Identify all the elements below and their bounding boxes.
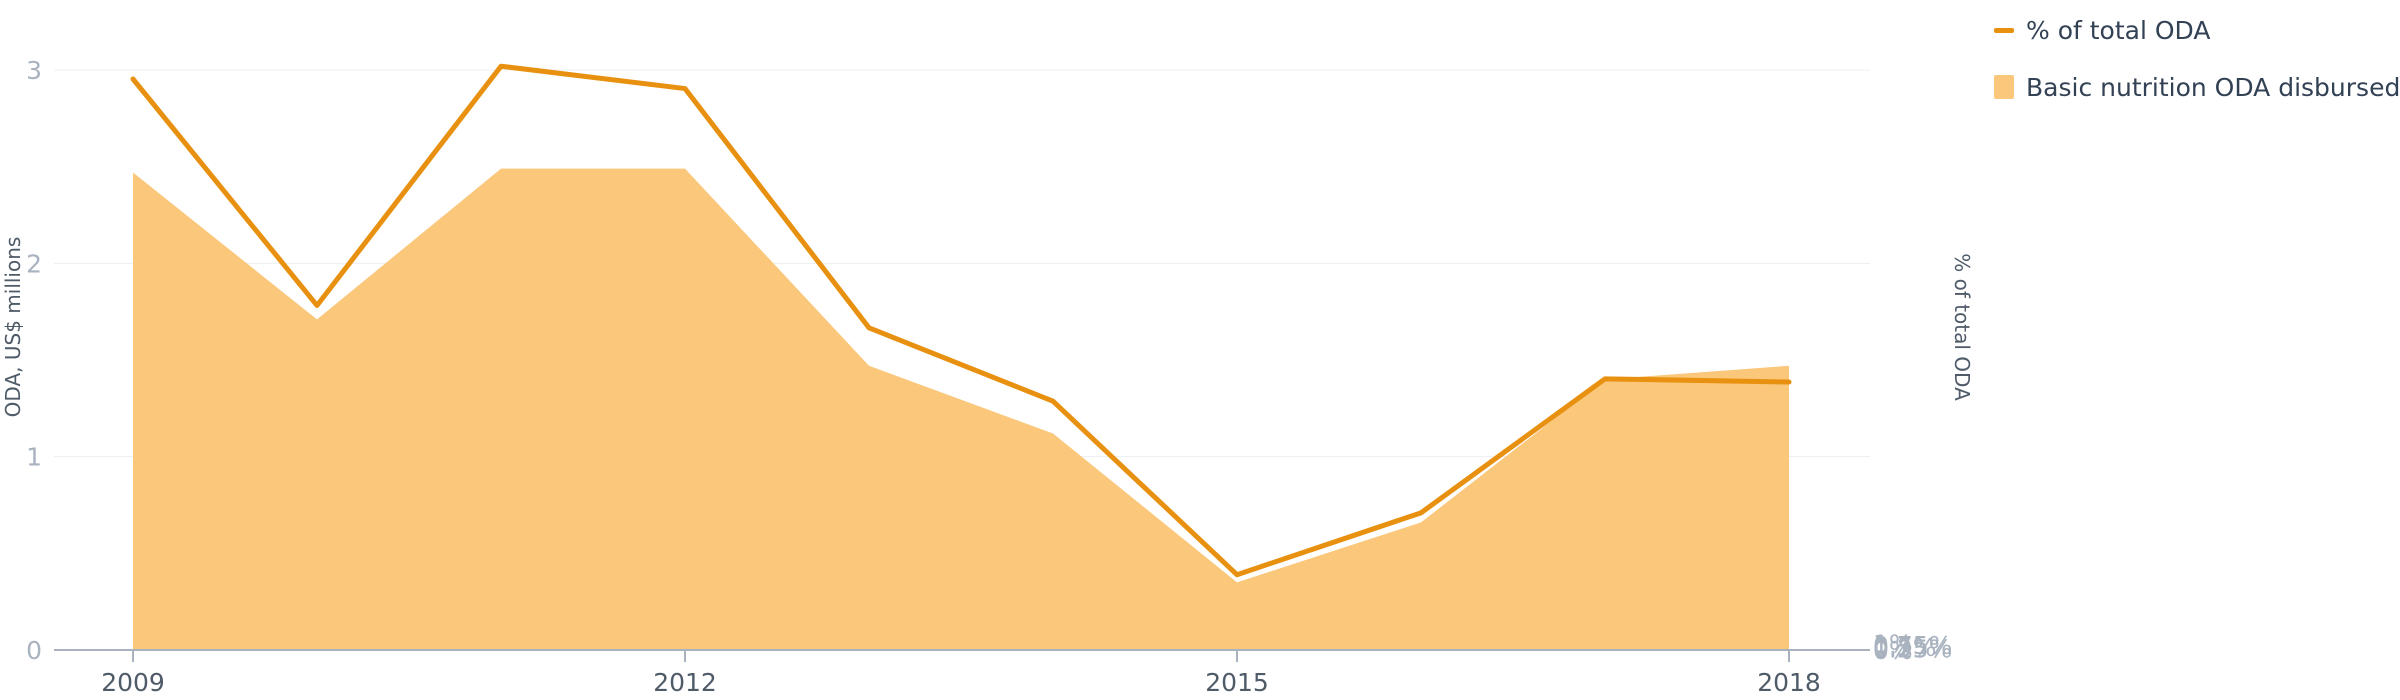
x-tick-labels: 2009 2012 2015 2018 xyxy=(101,668,1821,697)
right-y-tick-label: 1% xyxy=(1873,630,1913,659)
legend-area-label: Basic nutrition ODA disbursed xyxy=(2026,73,2400,102)
x-tick-label: 2015 xyxy=(1205,668,1269,697)
legend-item-line[interactable]: % of total ODA xyxy=(1994,16,2210,45)
right-y-tick-labels: 0%0.25%0.5%0.75%1% xyxy=(1873,630,1952,665)
right-y-axis-title: % of total ODA xyxy=(1950,253,1974,401)
legend-area-swatch xyxy=(1994,75,2014,99)
area-layer xyxy=(133,168,1789,650)
right-y-tick-label: 0.5% xyxy=(1873,633,1937,662)
legend: % of total ODA Basic nutrition ODA disbu… xyxy=(1994,16,2400,102)
x-tick-label: 2009 xyxy=(101,668,165,697)
area-series-basic-nutrition xyxy=(133,168,1789,650)
legend-line-label: % of total ODA xyxy=(2026,16,2210,45)
left-y-tick-label: 1 xyxy=(26,443,42,472)
right-y-tick-label: 0.75% xyxy=(1873,631,1952,660)
left-y-axis-title: ODA, US$ millions xyxy=(1,237,25,418)
right-y-tick-label: 0.25% xyxy=(1873,634,1952,663)
x-tick-label: 2018 xyxy=(1757,668,1821,697)
right-y-tick-label: 0% xyxy=(1873,636,1913,665)
left-y-tick-labels: 0 1 2 3 xyxy=(26,56,42,665)
axis-layer xyxy=(54,649,1870,662)
x-tick-label: 2012 xyxy=(653,668,717,697)
legend-line-swatch xyxy=(1994,28,2014,33)
left-y-tick-label: 3 xyxy=(26,56,42,85)
line-layer xyxy=(130,63,1792,578)
left-y-tick-label: 0 xyxy=(26,636,42,665)
left-y-tick-label: 2 xyxy=(26,249,42,278)
line-series-percent-total-oda xyxy=(130,63,1792,578)
legend-item-area[interactable]: Basic nutrition ODA disbursed xyxy=(1994,73,2400,102)
